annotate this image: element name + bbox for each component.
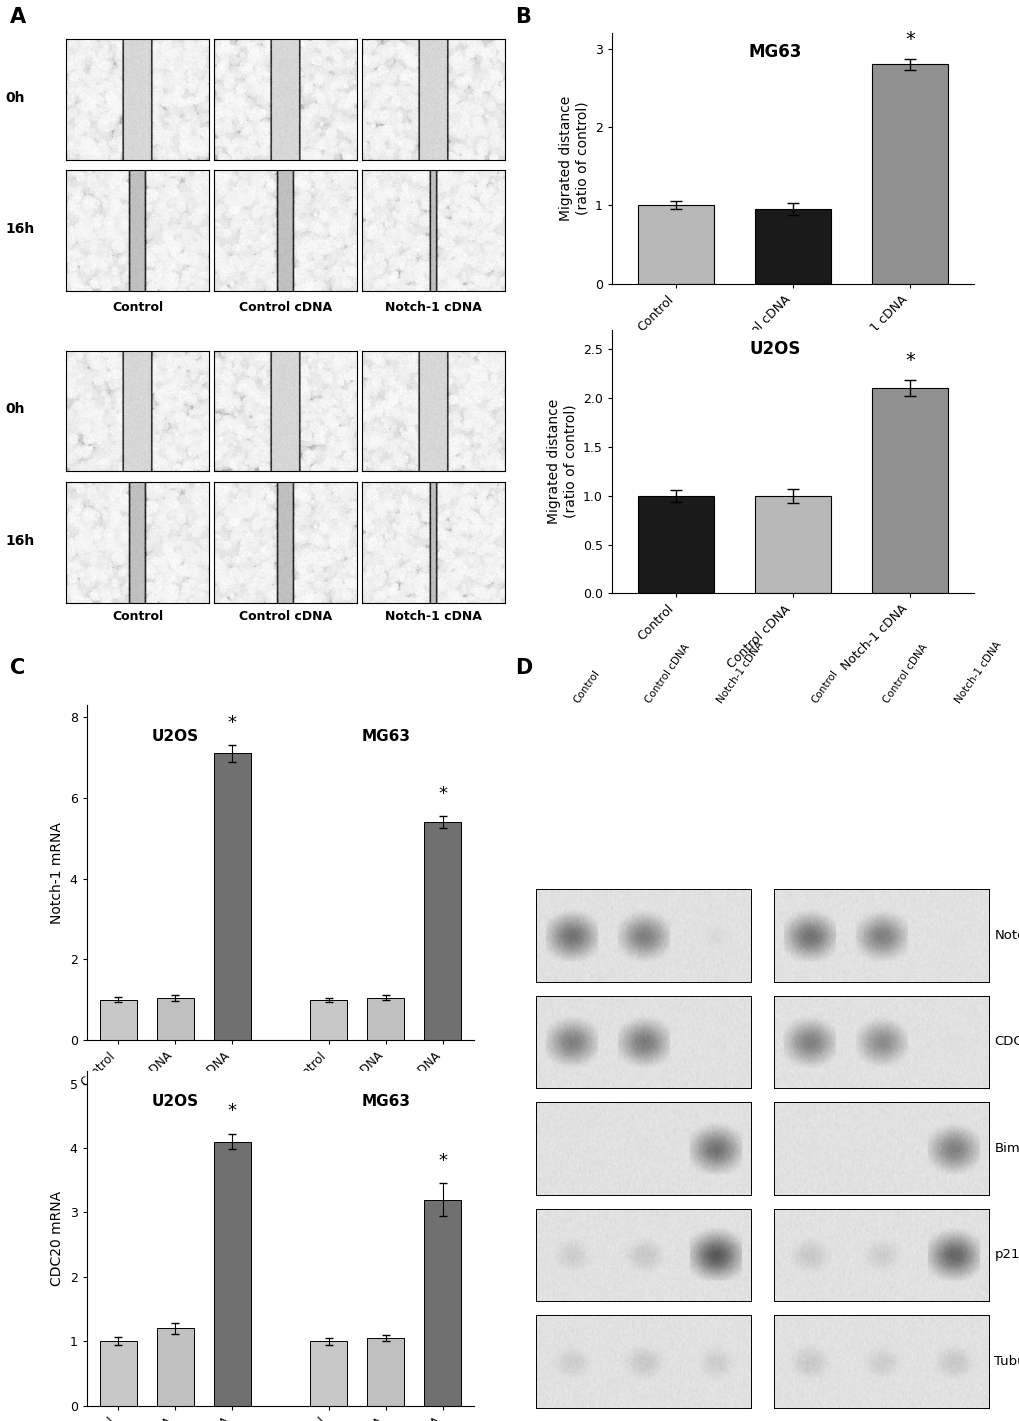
Text: D: D bbox=[515, 658, 532, 678]
Text: Notch-1: Notch-1 bbox=[994, 929, 1019, 942]
Text: Bim: Bim bbox=[994, 1142, 1019, 1155]
Bar bbox=[754, 496, 830, 594]
Text: *: * bbox=[904, 351, 914, 369]
Text: C: C bbox=[10, 658, 25, 678]
Bar bbox=[156, 998, 194, 1040]
Bar bbox=[310, 1000, 347, 1040]
Text: p21: p21 bbox=[994, 1249, 1019, 1262]
Text: Notch-1 cDNA: Notch-1 cDNA bbox=[714, 639, 764, 706]
Text: Notch-1 cDNA: Notch-1 cDNA bbox=[385, 610, 481, 622]
Text: U2OS: U2OS bbox=[152, 1094, 199, 1110]
Bar bbox=[156, 1329, 194, 1405]
Text: 0h: 0h bbox=[5, 91, 24, 105]
Text: 16h: 16h bbox=[5, 222, 35, 236]
Text: A: A bbox=[10, 7, 26, 27]
Text: *: * bbox=[438, 784, 447, 803]
Bar bbox=[100, 1000, 137, 1040]
Bar bbox=[213, 753, 251, 1040]
Text: U2OS: U2OS bbox=[749, 340, 800, 358]
Bar bbox=[367, 1339, 405, 1405]
Bar bbox=[638, 205, 713, 284]
Bar bbox=[424, 823, 461, 1040]
Text: Notch-1 cDNA: Notch-1 cDNA bbox=[953, 639, 1003, 706]
Text: *: * bbox=[904, 30, 914, 48]
Text: MG63: MG63 bbox=[361, 1094, 410, 1110]
Text: Control cDNA: Control cDNA bbox=[238, 610, 332, 622]
Text: 16h: 16h bbox=[5, 533, 35, 547]
Text: MG63: MG63 bbox=[748, 43, 801, 61]
Text: 0h: 0h bbox=[5, 402, 24, 416]
Text: Control: Control bbox=[112, 610, 163, 622]
Text: Notch-1 cDNA: Notch-1 cDNA bbox=[385, 301, 481, 314]
Bar bbox=[871, 388, 947, 594]
Y-axis label: Notch-1 mRNA: Notch-1 mRNA bbox=[50, 821, 64, 924]
Text: MG63: MG63 bbox=[361, 729, 410, 743]
Text: U2OS: U2OS bbox=[152, 729, 199, 743]
Bar bbox=[424, 1199, 461, 1405]
Bar bbox=[871, 64, 947, 284]
Text: Control cDNA: Control cDNA bbox=[643, 642, 691, 706]
Bar bbox=[310, 1341, 347, 1405]
Bar bbox=[213, 1141, 251, 1405]
Text: *: * bbox=[438, 1152, 447, 1169]
Text: B: B bbox=[515, 7, 531, 27]
Y-axis label: Migrated distance
(ratio of control): Migrated distance (ratio of control) bbox=[546, 399, 577, 524]
Text: Control: Control bbox=[112, 301, 163, 314]
Text: *: * bbox=[227, 713, 236, 732]
Text: Control cDNA: Control cDNA bbox=[238, 301, 332, 314]
Bar bbox=[638, 496, 713, 594]
Text: CDC20: CDC20 bbox=[994, 1036, 1019, 1049]
Y-axis label: Migrated distance
(ratio of control): Migrated distance (ratio of control) bbox=[558, 95, 589, 220]
Text: Control: Control bbox=[809, 669, 839, 706]
Bar bbox=[367, 998, 405, 1040]
Y-axis label: CDC20 mRNA: CDC20 mRNA bbox=[50, 1191, 64, 1286]
Text: Control: Control bbox=[571, 669, 601, 706]
Text: Tubulin: Tubulin bbox=[994, 1354, 1019, 1368]
Bar bbox=[100, 1341, 137, 1405]
Text: Control cDNA: Control cDNA bbox=[880, 642, 929, 706]
Text: *: * bbox=[227, 1103, 236, 1120]
Bar bbox=[754, 209, 830, 284]
